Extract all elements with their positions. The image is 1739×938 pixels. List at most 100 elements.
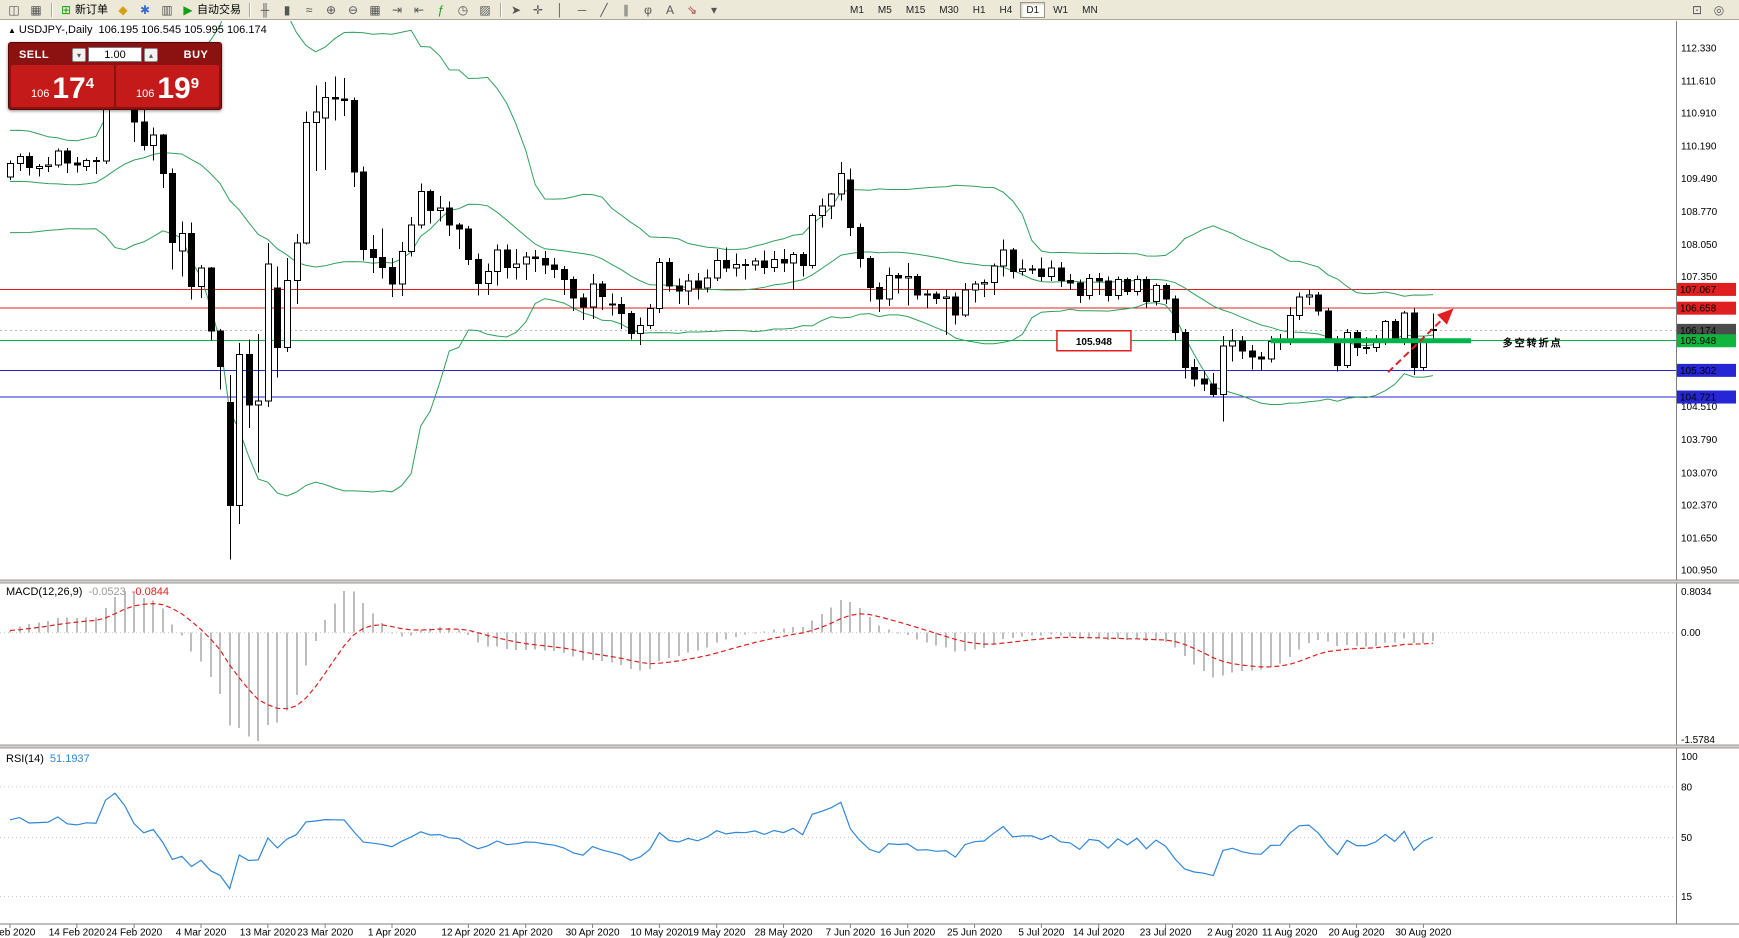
macd-histogram [9, 591, 1434, 741]
rsi-indicator-label: RSI(14) 51.1937 [6, 753, 90, 765]
candlestick-series [7, 53, 1437, 560]
new-order-label: 新订单 [75, 3, 108, 16]
turning-point-text[interactable]: 多空转折点 [1503, 337, 1563, 350]
line-chart-icon[interactable]: ≈ [298, 1, 320, 19]
rsi-line [9, 792, 1434, 890]
toolbar-group: ◫ ▦ [3, 1, 47, 19]
timeframe-m15[interactable]: M15 [905, 4, 926, 16]
date-label: 24 Feb 2020 [106, 928, 163, 938]
more-tools-icon[interactable]: ▾ [703, 1, 725, 19]
bar-chart-icon[interactable]: ╫ [254, 1, 276, 19]
price-tag [1677, 323, 1736, 337]
crosshair-icon: ✛ [532, 2, 544, 17]
price-tag [1677, 301, 1736, 315]
date-label: 7 Jun 2020 [826, 928, 876, 938]
rsi-panel[interactable] [0, 749, 1739, 922]
tile-windows-icon[interactable]: ▦ [364, 1, 386, 19]
options-icon[interactable]: ✱ [134, 1, 156, 19]
candlestick-icon[interactable]: ▮ [276, 1, 298, 19]
sell-price-button[interactable]: 106 17 4 [11, 65, 114, 107]
bollinger-middle-band [9, 152, 1434, 347]
arrows-icon[interactable]: ⇘ [681, 1, 703, 19]
chart-profiles-icon[interactable]: ▦ [25, 1, 47, 19]
text-icon[interactable]: A [659, 1, 681, 19]
timeframe-m5[interactable]: M5 [877, 4, 892, 16]
price-tag [1677, 363, 1736, 377]
volume-increase-button[interactable]: ▴ [144, 47, 158, 62]
date-label: 2 Aug 2020 [1207, 928, 1258, 938]
bollinger-bands [9, 21, 1434, 497]
horizontal-line-icon: ─ [577, 2, 587, 17]
arrange-windows-icon[interactable]: ⊡ [1691, 2, 1703, 17]
chart-shift-icon[interactable]: ⇤ [408, 1, 430, 19]
toolbar-group: ➤ ✛ │ ─ ╱ ∥ φ A ⇘ ▾ [505, 1, 725, 19]
cursor-icon[interactable]: ➤ [505, 1, 527, 19]
date-label: 10 May 2020 [630, 928, 688, 938]
buy-label: BUY [183, 48, 209, 61]
timeframe-w1[interactable]: W1 [1053, 4, 1069, 16]
timeframe-h1[interactable]: H1 [972, 4, 986, 16]
zoom-in-icon[interactable]: ⊕ [320, 1, 342, 19]
volume-decrease-button[interactable]: ▾ [72, 47, 86, 62]
trend-arrow-object[interactable] [1387, 308, 1454, 374]
trendline-icon[interactable]: ╱ [593, 1, 615, 19]
crosshair-icon[interactable]: ✛ [527, 1, 549, 19]
macd-rsi-separator[interactable] [0, 745, 1739, 748]
main-chart-panel[interactable] [0, 21, 1739, 580]
main-macd-separator[interactable] [0, 580, 1739, 583]
rsi-axis-label: 80 [1681, 782, 1693, 793]
channel-icon[interactable]: ∥ [615, 1, 637, 19]
timeframe-mn[interactable]: MN [1082, 4, 1098, 16]
chart-expand-icon[interactable]: ▲ [8, 26, 16, 35]
toolbar-group: ⊞ 新订单 ◆ ✱ ▥ ▶ 自动交易 [56, 1, 245, 19]
macd-indicator-label: MACD(12,26,9) -0.0523 -0.0844 [6, 586, 169, 598]
date-label: 23 Mar 2020 [297, 928, 354, 938]
zoom-out-icon[interactable]: ⊖ [342, 1, 364, 19]
fibonacci-icon[interactable]: φ [637, 1, 659, 19]
rsi-axis-label: 15 [1681, 892, 1693, 903]
periods-icon[interactable]: ◷ [452, 1, 474, 19]
horizontal-line-icon[interactable]: ─ [571, 1, 593, 19]
cursor-icon: ➤ [510, 2, 522, 17]
macd-panel[interactable] [0, 583, 1739, 744]
price-note-text: 105.948 [1076, 337, 1113, 348]
market-watch-icon[interactable]: ▥ [156, 1, 178, 19]
timeframe-d1[interactable]: D1 [1020, 1, 1046, 18]
date-label: 25 Jun 2020 [947, 928, 1002, 938]
timeframe-m1[interactable]: M1 [850, 4, 864, 16]
date-label: 13 Mar 2020 [240, 928, 297, 938]
price-axis-label: 108.770 [1681, 207, 1718, 218]
timeframe-h4[interactable]: H4 [999, 4, 1013, 16]
price-note-box[interactable] [1056, 329, 1132, 352]
new-order-button[interactable]: ⊞ 新订单 [56, 1, 112, 19]
volume-input[interactable] [88, 47, 142, 62]
price-axis-label: 111.610 [1681, 77, 1716, 88]
buy-price-button[interactable]: 106 19 9 [116, 65, 219, 107]
vertical-line-icon[interactable]: │ [549, 1, 571, 19]
new-order-icon: ⊞ [60, 2, 72, 17]
macd-axis-min: -1.5784 [1681, 735, 1715, 746]
new-chart-icon[interactable]: ◫ [3, 1, 25, 19]
timeframe-m30[interactable]: M30 [939, 4, 959, 16]
options-icon: ✱ [139, 2, 151, 17]
vertical-line-icon: │ [556, 2, 564, 17]
metaeditor-icon[interactable]: ◆ [112, 1, 134, 19]
price-axis-label: 108.050 [1681, 240, 1718, 251]
search-icon[interactable]: ◎ [1713, 2, 1725, 17]
indicators-icon[interactable]: ƒ [430, 1, 452, 19]
templates-icon: ▨ [479, 2, 491, 17]
price-axis[interactable]: 112.330 111.610 110.910 110.190 109.490 108.7… [1677, 44, 1736, 577]
rsi-value: 51.1937 [49, 753, 90, 765]
auto-scroll-icon[interactable]: ⇥ [386, 1, 408, 19]
rsi-axis[interactable]: 100 80 50 15 [1681, 752, 1698, 903]
autotrade-button[interactable]: ▶ 自动交易 [178, 1, 245, 19]
templates-icon[interactable]: ▨ [474, 1, 496, 19]
date-label: 14 Feb 2020 [49, 928, 106, 938]
price-tag-label: 105.302 [1680, 366, 1717, 377]
macd-axis[interactable]: 0.8034 0.00 -1.5784 [1681, 587, 1715, 746]
macd-axis-max: 0.8034 [1681, 587, 1712, 598]
macd-main-value: -0.0523 [88, 586, 126, 598]
new-chart-icon: ◫ [8, 2, 20, 17]
